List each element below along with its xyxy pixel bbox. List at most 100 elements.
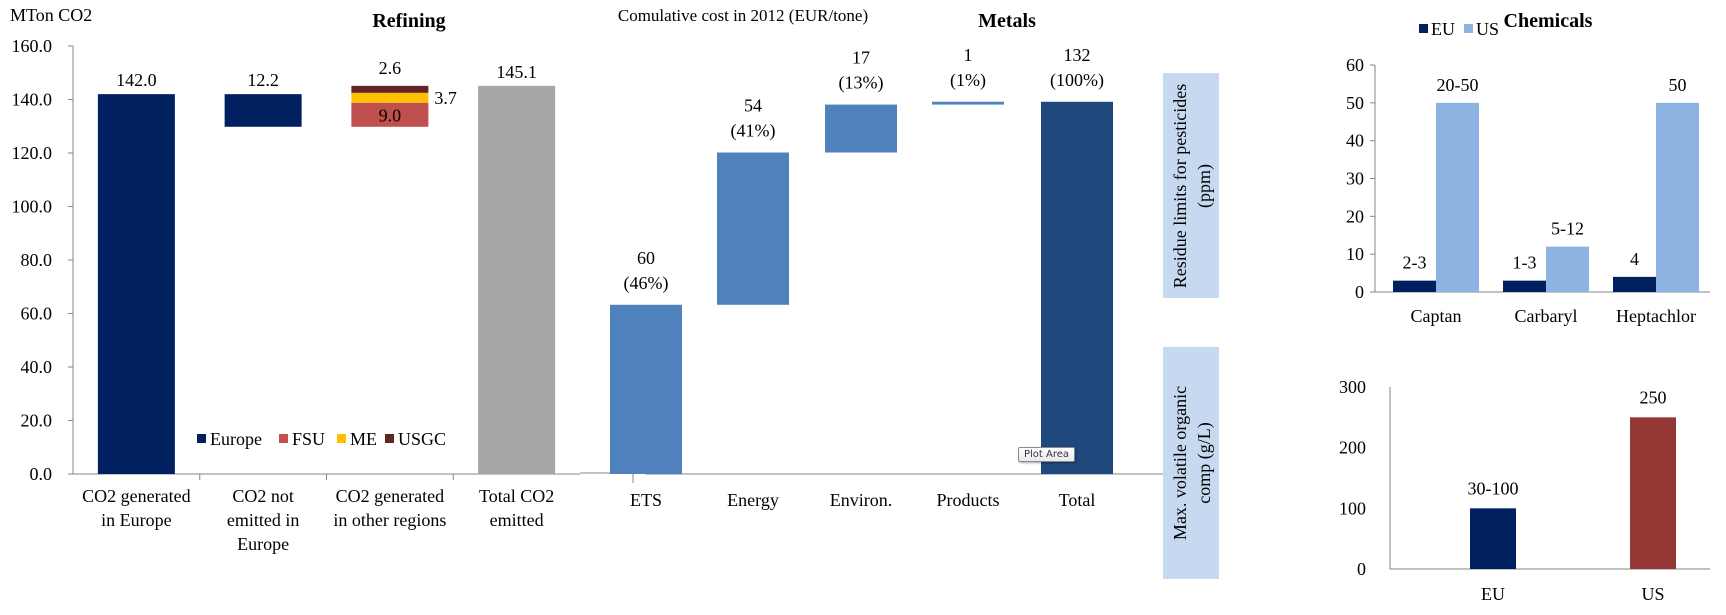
y-axis-title: (ppm): [1194, 164, 1215, 208]
data-label-percent: (13%): [839, 73, 884, 94]
y-tick-label: 80.0: [21, 250, 53, 270]
y-axis-title: Max. volatile organic: [1170, 386, 1190, 540]
bar-total: [1041, 101, 1113, 474]
bar-us: [1436, 102, 1479, 292]
y-tick-label: 0.0: [30, 464, 53, 484]
legend-label-eu: EU: [1431, 19, 1455, 39]
data-label: 4: [1630, 249, 1639, 269]
chart-subtitle: Comulative cost in 2012 (EUR/tone): [618, 6, 868, 25]
legend-label-usgc: USGC: [398, 429, 446, 449]
x-tick-label: Total CO2: [479, 486, 554, 506]
data-label-me: 3.7: [434, 88, 457, 108]
plot-area-tooltip: Plot Area: [1018, 447, 1076, 462]
data-label-percent: (100%): [1050, 70, 1104, 91]
y-tick-label: 160.0: [12, 36, 53, 56]
y-tick-label: 100: [1339, 498, 1366, 518]
x-tick-label: ETS: [630, 490, 662, 510]
x-tick-label: Total: [1059, 490, 1096, 510]
bar-total: [478, 85, 556, 475]
x-tick-label: Europe: [237, 534, 289, 554]
data-label: 50: [1669, 75, 1687, 95]
x-tick-label: CO2 not: [232, 486, 294, 506]
legend-label-europe: Europe: [210, 429, 262, 449]
chart-title: Metals: [978, 10, 1036, 32]
data-label-percent: (41%): [731, 121, 776, 142]
data-label-fsu: 9.0: [379, 106, 402, 126]
chart-title: Refining: [372, 10, 445, 32]
x-tick-label: Heptachlor: [1616, 306, 1696, 326]
x-tick-label: CO2 generated: [336, 486, 444, 506]
x-tick-label: US: [1641, 584, 1664, 604]
legend-swatch-usgc: [385, 434, 394, 443]
data-label-value: 54: [744, 96, 762, 116]
legend-label-fsu: FSU: [292, 429, 325, 449]
data-label: 20-50: [1437, 75, 1479, 95]
x-tick-label: Carbaryl: [1515, 306, 1578, 326]
chart-title: Chemicals: [1504, 10, 1593, 32]
bar-products: [932, 101, 1004, 105]
bar-fsu: [351, 102, 429, 127]
bar-energy: [717, 152, 789, 305]
y-tick-label: 10: [1346, 244, 1364, 264]
y-tick-label: 300: [1339, 377, 1366, 397]
x-tick-label: emitted in: [227, 510, 299, 530]
y-axis-title-box: [1163, 73, 1219, 298]
data-label-usgc: 2.6: [379, 58, 402, 78]
y-axis-title: comp (g/L): [1194, 422, 1215, 503]
data-label: 145.1: [496, 62, 537, 82]
y-tick-label: 30: [1346, 169, 1364, 189]
data-label: 142.0: [116, 70, 157, 90]
bar-environ: [825, 104, 897, 153]
x-tick-label: Captan: [1411, 306, 1462, 326]
y-tick-label: 0: [1357, 559, 1366, 579]
data-label-value: 1: [964, 45, 973, 65]
data-label: 1-3: [1513, 253, 1537, 273]
y-tick-label: 50: [1346, 93, 1364, 113]
data-label: 12.2: [247, 70, 279, 90]
y-tick-label: 140.0: [12, 90, 53, 110]
y-tick-label: 100.0: [12, 197, 53, 217]
legend-swatch-eu: [1419, 24, 1428, 33]
data-label-value: 132: [1064, 45, 1091, 65]
y-axis-title: MTon CO2: [10, 5, 92, 25]
x-tick-label: in other regions: [333, 510, 446, 530]
data-label-value: 60: [637, 248, 655, 268]
data-label-value: 17: [852, 48, 870, 68]
y-tick-label: 60: [1346, 55, 1364, 75]
legend-swatch-europe: [197, 434, 206, 443]
y-axis-title: Residue limits for pesticides: [1170, 84, 1190, 288]
data-label: 2-3: [1403, 253, 1427, 273]
bar-eu: [1393, 280, 1436, 292]
data-label: 5-12: [1551, 219, 1584, 239]
bar-us: [1546, 246, 1589, 292]
data-label: 250: [1640, 387, 1667, 407]
y-tick-label: 20.0: [21, 411, 53, 431]
y-tick-label: 20: [1346, 206, 1364, 226]
y-tick-label: 60.0: [21, 304, 53, 324]
bar-me: [351, 92, 429, 103]
legend-swatch-fsu: [279, 434, 288, 443]
legend-label-me: ME: [350, 429, 377, 449]
bar-europe: [224, 94, 302, 127]
x-tick-label: Products: [937, 490, 1000, 510]
x-tick-label: EU: [1481, 584, 1505, 604]
data-label: 30-100: [1468, 478, 1519, 498]
x-tick-label: emitted: [490, 510, 544, 530]
data-label-percent: (1%): [950, 70, 986, 91]
x-tick-label: Energy: [727, 490, 779, 510]
y-tick-label: 40.0: [21, 357, 53, 377]
y-tick-label: 200: [1339, 438, 1366, 458]
y-tick-label: 40: [1346, 131, 1364, 151]
data-label-percent: (46%): [624, 273, 669, 294]
bar-eu: [1470, 508, 1516, 569]
bar-eu: [1503, 280, 1546, 292]
bar-us: [1656, 102, 1699, 292]
x-tick-label: in Europe: [101, 510, 171, 530]
bar-eu: [1613, 276, 1656, 292]
x-tick-label: Environ.: [830, 490, 893, 510]
x-tick-label: CO2 generated: [82, 486, 190, 506]
y-tick-label: 120.0: [12, 143, 53, 163]
bar-usgc: [351, 85, 429, 93]
y-tick-label: 0: [1355, 282, 1364, 302]
